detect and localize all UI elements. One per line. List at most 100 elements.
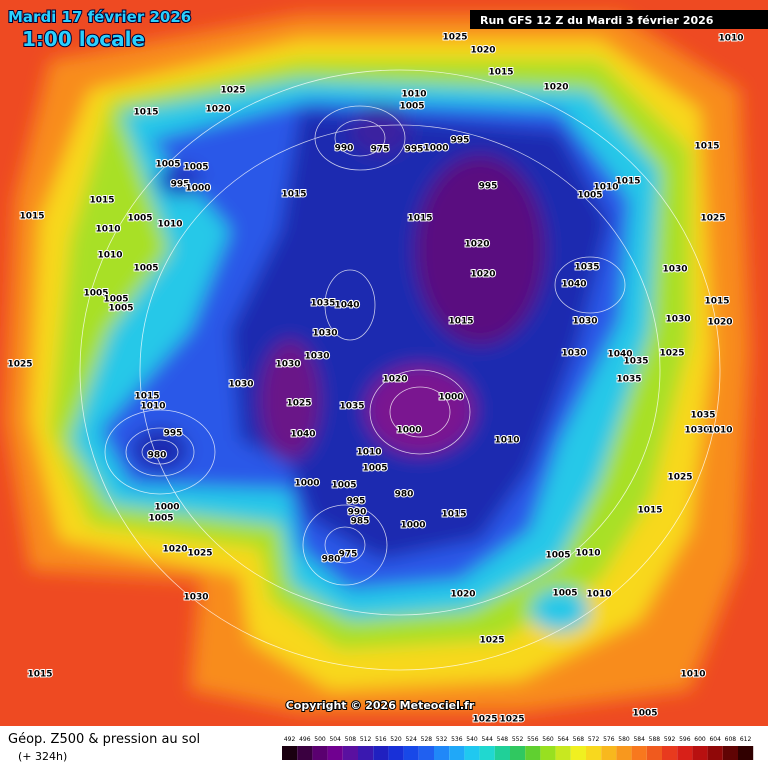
pressure-label: 1015: [441, 510, 466, 520]
pressure-label: 1030: [312, 329, 337, 339]
colorbar: 492 496 500 504 508 512 516 520 524 528 532 536 540 5…: [282, 736, 754, 760]
pressure-label: 1015: [637, 506, 662, 516]
colorbar-swatch: [570, 746, 586, 760]
pressure-label: 1000: [154, 503, 179, 513]
pressure-label: 1020: [470, 270, 495, 280]
pressure-label: 1000: [423, 144, 448, 154]
pressure-label: 1000: [438, 393, 463, 403]
geopotential-field: [5, 15, 750, 712]
pressure-label: 1025: [667, 473, 692, 483]
local-time: 1:00 locale: [22, 27, 145, 51]
colorbar-label: 604: [709, 736, 721, 743]
pressure-label: 1005: [127, 214, 152, 224]
pressure-label: 1005: [155, 160, 180, 170]
run-box: [470, 10, 768, 29]
colorbar-swatch: [449, 746, 465, 760]
pressure-label: 1010: [494, 436, 519, 446]
colorbar-label: 564: [557, 736, 569, 743]
pressure-label: 995: [347, 497, 366, 507]
colorbar-label: 592: [664, 736, 676, 743]
pressure-label: 1015: [694, 142, 719, 152]
pressure-label: 1005: [133, 264, 158, 274]
pressure-label: 1005: [148, 514, 173, 524]
colorbar-label: 584: [633, 736, 645, 743]
isobars: [79, 69, 721, 671]
pressure-label: 1015: [615, 177, 640, 187]
colorbar-swatch: [434, 746, 450, 760]
colorbar-label: 572: [588, 736, 600, 743]
colorbar-label: 612: [740, 736, 752, 743]
pressure-label: 1015: [704, 297, 729, 307]
colorbar-swatch: [510, 746, 526, 760]
pressure-label: 1015: [134, 392, 159, 402]
pressure-label: 1030: [662, 265, 687, 275]
pressure-label: 980: [395, 490, 414, 500]
pressure-label: 1010: [401, 90, 426, 100]
colorbar-label: 576: [603, 736, 615, 743]
colorbar-swatch: [464, 746, 480, 760]
pressure-label: 1010: [680, 670, 705, 680]
colorbar-swatch: [282, 746, 298, 760]
pressure-label: 995: [451, 136, 470, 146]
colorbar-swatch: [525, 746, 541, 760]
colorbar-label: 492: [284, 736, 296, 743]
pressure-label: 1025: [479, 636, 504, 646]
pressure-label: 980: [322, 555, 341, 565]
pressure-label: 995: [164, 429, 183, 439]
pressure-label: 1025: [472, 715, 497, 725]
colorbar-label: 600: [694, 736, 706, 743]
pressure-label: 1005: [331, 481, 356, 491]
colorbar-label: 524: [405, 736, 417, 743]
pressure-label: 1035: [616, 375, 641, 385]
pressure-label: 1015: [281, 190, 306, 200]
pressure-label: 1025: [659, 349, 684, 359]
run-info: Run GFS 12 Z du Mardi 3 février 2026: [480, 14, 714, 27]
pressure-label: 1035: [574, 263, 599, 273]
pressure-label: 1005: [108, 304, 133, 314]
colorbar-label: 540: [466, 736, 478, 743]
colorbar-swatch: [312, 746, 328, 760]
pressure-label: 1035: [339, 402, 364, 412]
pressure-label: 1030: [228, 380, 253, 390]
pressure-label: 1025: [7, 360, 32, 370]
colorbar-label: 500: [314, 736, 326, 743]
colorbar-swatch: [403, 746, 419, 760]
pressure-label: 1015: [19, 212, 44, 222]
colorbar-swatch: [418, 746, 434, 760]
colorbar-swatch: [692, 746, 708, 760]
pressure-label: 1005: [632, 709, 657, 719]
pressure-label: 1010: [97, 251, 122, 261]
pressure-label: 1005: [399, 102, 424, 112]
pressure-label: 1005: [103, 295, 128, 305]
colorbar-swatch: [586, 746, 602, 760]
colorbar-swatch: [616, 746, 632, 760]
pressure-label: 975: [371, 145, 390, 155]
colorbar-label: 548: [497, 736, 509, 743]
pressure-label: 1030: [561, 349, 586, 359]
pressure-label: 1010: [586, 590, 611, 600]
pressure-label: 975: [339, 550, 358, 560]
pressure-label: 1030: [275, 360, 300, 370]
colorbar-swatch: [631, 746, 647, 760]
pressure-label: 1000: [185, 184, 210, 194]
colorbar-swatch: [342, 746, 358, 760]
pressure-label: 1030: [572, 317, 597, 327]
pressure-label: 1010: [718, 34, 743, 44]
pressure-label: 1035: [310, 299, 335, 309]
pressure-label: 1010: [157, 220, 182, 230]
colorbar-swatch: [479, 746, 495, 760]
pressure-label: 1020: [162, 545, 187, 555]
colorbar-swatch: [540, 746, 556, 760]
pressure-label: 1015: [133, 108, 158, 118]
lead-time: (+ 324h): [18, 750, 67, 763]
colorbar-label: 504: [329, 736, 341, 743]
pressure-label: 1005: [552, 589, 577, 599]
colorbar-swatch: [388, 746, 404, 760]
pressure-label: 1025: [187, 549, 212, 559]
colorbar-swatch: [494, 746, 510, 760]
colorbar-swatch: [646, 746, 662, 760]
pressure-label: 1020: [450, 590, 475, 600]
colorbar-label: 532: [436, 736, 448, 743]
